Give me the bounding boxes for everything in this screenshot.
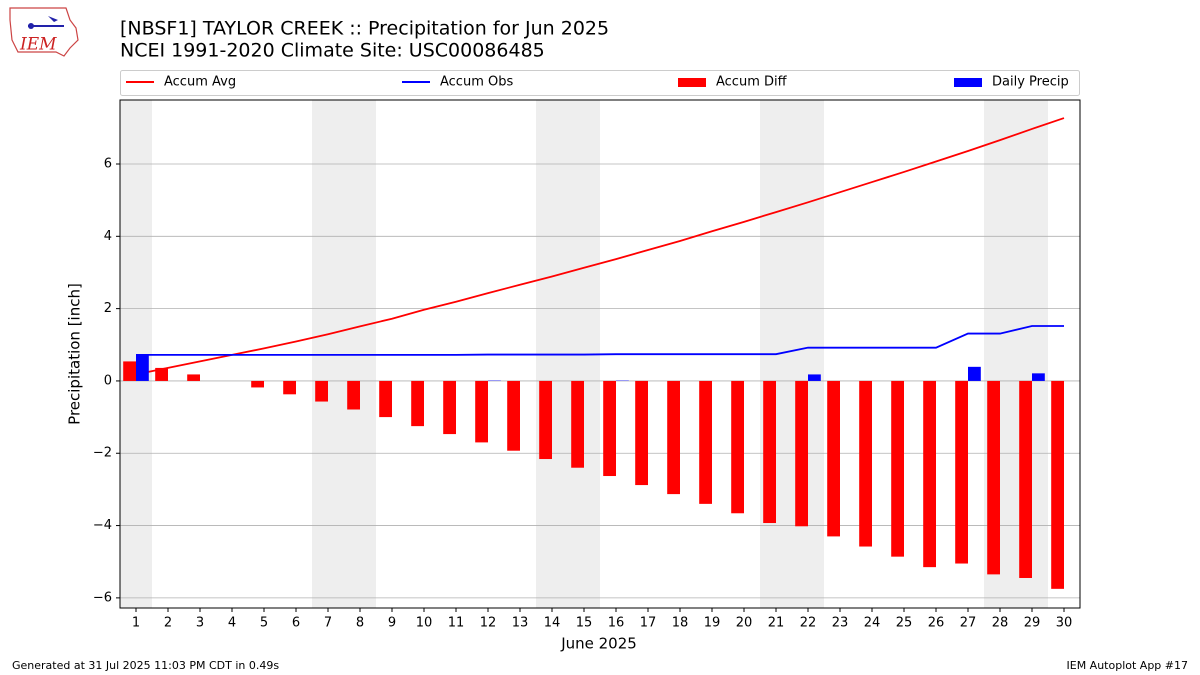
bar	[955, 380, 968, 564]
x-axis-label: June 2025	[560, 635, 637, 653]
bar	[635, 380, 648, 486]
x-tick-label: 28	[992, 616, 1009, 631]
weekend-band	[312, 100, 344, 608]
bar	[315, 380, 328, 402]
bar	[251, 380, 264, 388]
x-tick-label: 24	[864, 616, 881, 631]
y-tick-label: 2	[104, 301, 112, 316]
bar	[155, 367, 168, 381]
x-tick-label: 17	[640, 616, 657, 631]
bar	[603, 380, 616, 477]
logo: IEM	[9, 7, 79, 57]
x-tick-label: 7	[324, 616, 332, 631]
x-tick-label: 1	[132, 616, 140, 631]
logo-text: IEM	[19, 35, 57, 55]
bar	[923, 380, 936, 568]
legend-label: Accum Diff	[716, 75, 788, 90]
legend-label: Accum Obs	[440, 75, 513, 90]
bar	[795, 380, 808, 527]
x-tick-label: 16	[608, 616, 625, 631]
legend-swatch	[954, 78, 982, 87]
x-tick-label: 23	[832, 616, 849, 631]
x-tick-label: 12	[480, 616, 497, 631]
y-tick-label: −4	[93, 518, 112, 533]
x-tick-label: 29	[1024, 616, 1041, 631]
legend-box	[120, 70, 1080, 96]
bar	[699, 380, 712, 504]
x-tick-label: 2	[164, 616, 172, 631]
x-tick-label: 11	[448, 616, 465, 631]
x-tick-label: 6	[292, 616, 300, 631]
x-tick-label: 13	[512, 616, 529, 631]
footer-left: Generated at 31 Jul 2025 11:03 PM CDT in…	[12, 659, 279, 672]
bar	[411, 380, 424, 427]
bar	[987, 380, 1000, 575]
y-tick-label: −6	[93, 590, 112, 605]
weekend-band	[792, 100, 824, 608]
x-tick-label: 27	[960, 616, 977, 631]
bar	[379, 380, 392, 418]
x-tick-label: 19	[704, 616, 721, 631]
bar	[443, 380, 456, 435]
y-axis-label: Precipitation [inch]	[66, 283, 84, 425]
bar	[571, 380, 584, 468]
x-tick-label: 22	[800, 616, 817, 631]
bar	[539, 380, 552, 460]
bar	[507, 380, 520, 451]
bar	[891, 380, 904, 557]
bar	[1051, 380, 1064, 589]
x-tick-label: 25	[896, 616, 913, 631]
chart-title: [NBSF1] TAYLOR CREEK :: Precipitation fo…	[120, 18, 609, 40]
bar	[808, 374, 821, 381]
x-tick-label: 8	[356, 616, 364, 631]
bar	[347, 380, 360, 410]
logo-outline	[9, 7, 79, 57]
legend-label: Daily Precip	[992, 75, 1069, 90]
x-tick-label: 20	[736, 616, 753, 631]
x-tick-label: 5	[260, 616, 268, 631]
logo-dot	[28, 23, 34, 29]
bar	[475, 380, 488, 443]
bar	[968, 366, 981, 381]
bar	[136, 354, 149, 381]
bar	[187, 374, 200, 381]
y-tick-label: 4	[104, 229, 112, 244]
x-tick-label: 3	[196, 616, 204, 631]
weekend-band	[344, 100, 376, 608]
y-tick-label: 0	[104, 373, 112, 388]
weekend-band	[120, 100, 152, 608]
x-tick-label: 15	[576, 616, 593, 631]
x-tick-label: 26	[928, 616, 945, 631]
plot-frame	[119, 99, 1081, 609]
x-tick-label: 14	[544, 616, 561, 631]
bar	[1032, 373, 1045, 381]
line	[135, 117, 1065, 376]
bar	[731, 380, 744, 514]
bar	[283, 380, 296, 395]
legend-swatch	[678, 78, 706, 87]
x-tick-label: 21	[768, 616, 785, 631]
bar	[667, 380, 680, 495]
y-tick-label: 6	[104, 156, 112, 171]
bar	[1019, 380, 1032, 578]
x-tick-label: 10	[416, 616, 433, 631]
bar	[859, 380, 872, 547]
legend-label: Accum Avg	[164, 75, 236, 90]
bar	[123, 361, 136, 381]
x-tick-label: 18	[672, 616, 689, 631]
x-tick-label: 4	[228, 616, 236, 631]
logo-flag	[48, 16, 58, 22]
bar	[763, 380, 776, 524]
x-tick-label: 30	[1056, 616, 1073, 631]
y-tick-label: −2	[93, 446, 112, 461]
bar	[827, 380, 840, 537]
chart-subtitle: NCEI 1991-2020 Climate Site: USC00086485	[120, 40, 545, 62]
line	[136, 325, 1064, 356]
x-tick-label: 9	[388, 616, 396, 631]
footer-right: IEM Autoplot App #17	[1067, 659, 1189, 672]
